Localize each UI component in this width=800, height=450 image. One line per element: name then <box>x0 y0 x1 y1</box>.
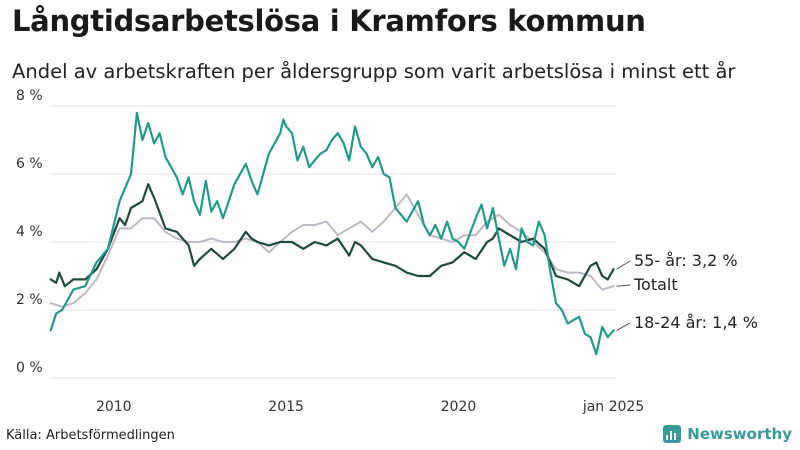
series-label-older: 55- år: 3,2 % <box>634 251 738 270</box>
y-tick-label: 4 % <box>16 224 43 240</box>
x-tick-label: 2020 <box>441 399 477 415</box>
source-note: Källa: Arbetsförmedlingen <box>6 428 175 443</box>
label-connector <box>616 260 631 270</box>
x-tick-label: 2015 <box>268 399 304 415</box>
y-tick-label: 0 % <box>16 360 43 376</box>
x-axis: 2010 2015 2020 jan 2025 <box>96 399 644 415</box>
x-tick-label: jan 2025 <box>582 399 644 415</box>
y-axis: 0 % 2 % 4 % 6 % 8 % <box>16 88 43 376</box>
series-labels: Totalt 55- år: 3,2 % 18-24 år: 1,4 % <box>616 251 758 332</box>
y-tick-label: 8 % <box>16 88 43 104</box>
series-lines <box>49 111 615 356</box>
series-label-total: Totalt <box>633 275 678 294</box>
series-line-older <box>49 183 615 288</box>
series-line-youth <box>49 111 615 356</box>
x-tick-label: 2010 <box>96 399 132 415</box>
series-label-youth: 18-24 år: 1,4 % <box>634 313 758 332</box>
chart-title: Långtidsarbetslösa i Kramfors kommun <box>12 4 646 38</box>
y-tick-label: 2 % <box>16 292 43 308</box>
label-connector <box>616 322 631 331</box>
label-connector <box>616 284 631 287</box>
series-line-total <box>49 193 615 308</box>
y-tick-label: 6 % <box>16 156 43 172</box>
grid <box>50 105 617 379</box>
brand-name: Newsworthy <box>687 425 792 443</box>
brand-logo[interactable]: Newsworthy <box>663 425 792 443</box>
bar-chart-icon <box>663 425 682 443</box>
chart-subtitle: Andel av arbetskraften per åldersgrupp s… <box>12 60 736 83</box>
